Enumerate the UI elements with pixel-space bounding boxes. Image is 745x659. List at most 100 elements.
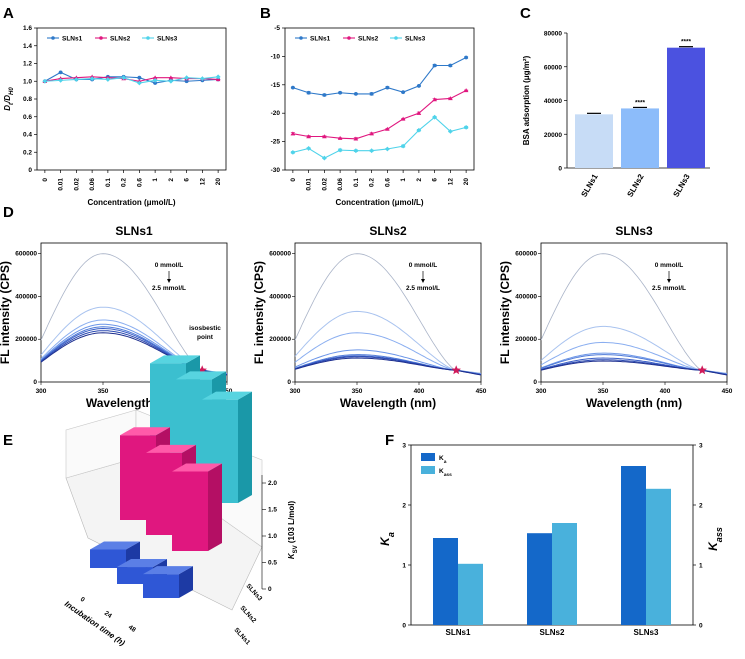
data-point	[152, 75, 158, 80]
bar3d-top	[90, 541, 140, 550]
y-tick-label: 600000	[515, 251, 537, 258]
data-point	[137, 75, 142, 80]
bar-SLNs2	[621, 108, 659, 168]
time-tick-label: 24	[103, 610, 113, 620]
spectrum-title-0: SLNs1	[115, 224, 153, 238]
x-tick-label: 0.06	[89, 178, 96, 191]
x-tick-label: 6	[432, 178, 439, 182]
y-axis-label: FL intensity (CPS)	[252, 261, 266, 364]
y-tick-label: 0.6	[23, 114, 32, 121]
label-part: t	[9, 102, 15, 105]
label-part: ass	[444, 473, 452, 478]
data-point	[168, 78, 174, 84]
series-line-SLNs1	[292, 57, 467, 96]
data-point	[152, 77, 158, 83]
spectrum-curve-5	[540, 357, 728, 375]
x-tick-label: 0.02	[321, 178, 328, 191]
data-point	[369, 148, 375, 154]
plot-frame	[294, 242, 482, 383]
bar3d-side	[208, 463, 222, 551]
legend-marker	[394, 36, 398, 40]
spectrum-title-2: SLNs3	[615, 224, 653, 238]
y-tick-label: -30	[271, 167, 281, 174]
data-point	[184, 75, 190, 81]
x-tick-label: 0.2	[121, 178, 128, 187]
data-point	[290, 149, 296, 155]
y-tick-label: -10	[271, 53, 281, 60]
plot-frame-A	[36, 27, 227, 171]
bar3d-front-SLNs1-0	[90, 549, 126, 568]
bar-K_ass-SLNs3	[646, 488, 671, 625]
z-tick-label: 1.0	[268, 533, 277, 540]
data-point	[432, 114, 438, 120]
legend-marker	[99, 36, 103, 40]
x-tick-label: 450	[222, 388, 233, 395]
y-tick-label: 0	[533, 379, 537, 386]
y-tick-label: 200000	[15, 336, 37, 343]
data-point	[322, 93, 327, 97]
x-tick-label: 450	[722, 388, 733, 395]
y-tick-label: 40000	[544, 98, 562, 105]
x-axis-label: Concentration (μmol/L)	[88, 198, 176, 207]
x-tick-label: 350	[598, 388, 609, 395]
series-line-SLNs3	[292, 116, 467, 159]
y-tick-label: 0	[28, 167, 32, 174]
y-tick-label: 1	[402, 563, 406, 570]
x-tick-label: 0.02	[73, 178, 80, 191]
data-point	[73, 77, 79, 82]
spectrum-title-1: SLNs2	[369, 224, 407, 238]
arrow-label-bottom: 2.5 mmol/L	[152, 285, 186, 292]
x-tick-label: 0.01	[306, 178, 313, 191]
bar-SLNs3	[667, 47, 705, 168]
spectrum-curve-2	[294, 332, 482, 375]
data-point	[168, 75, 174, 80]
x-tick-label: SLNs2	[540, 628, 565, 637]
z-tick-label: 0	[268, 586, 272, 593]
label-part: a	[386, 532, 396, 537]
data-point	[42, 78, 48, 84]
data-point	[385, 126, 390, 131]
y-axis-label: Ka	[378, 532, 396, 546]
y-tick-label: 80000	[544, 31, 562, 38]
x-tick-label: 0.01	[58, 178, 65, 191]
data-point	[153, 81, 158, 85]
plot-frame	[540, 242, 728, 383]
x-tick-label: 0.1	[353, 178, 360, 187]
data-point	[432, 63, 437, 68]
label-part: K	[439, 455, 444, 462]
panel-letter-A: A	[3, 5, 14, 22]
arrow-label-bottom: 2.5 mmol/L	[652, 285, 686, 292]
x-tick-label: 0	[42, 178, 49, 182]
data-point	[337, 135, 343, 140]
data-point	[416, 110, 422, 115]
time-axis-label: Incubation time (h)	[63, 599, 127, 648]
bar3d-top	[117, 559, 167, 568]
legend-label-Kass: Kass	[439, 468, 452, 478]
spectrum-curve-0	[540, 253, 728, 374]
y-tick-label: 1.2	[23, 61, 32, 68]
x-tick-label: 0.2	[369, 178, 376, 187]
bar3d-front-SLNs1-48	[143, 574, 179, 598]
label-part: D	[3, 105, 12, 111]
legend-label-SLNs1: SLNs1	[62, 35, 83, 42]
x-tick-label: SLNs1	[446, 628, 471, 637]
data-point	[105, 77, 111, 82]
label-part: K	[439, 468, 444, 475]
y-axis-label: FL intensity (CPS)	[0, 261, 12, 364]
y-axis-label: Dt/DH0	[3, 87, 15, 111]
group-tick-label: SLNs3	[245, 583, 264, 603]
panel-letter-D: D	[3, 204, 14, 221]
data-point	[400, 116, 406, 121]
series-line-SLNs3	[44, 76, 219, 84]
data-point	[136, 80, 142, 86]
data-point	[184, 79, 189, 84]
x-tick-label: 450	[476, 388, 487, 395]
isosbestic-label: point	[197, 334, 214, 341]
legend-label-SLNs2: SLNs2	[110, 35, 131, 42]
bar3d-side	[179, 566, 193, 598]
x-tick-label: 0.6	[384, 178, 391, 187]
y-tick-label: 3	[402, 443, 406, 450]
data-point	[401, 90, 406, 95]
legend-label-Ka: Ka	[439, 455, 447, 465]
label-part: K	[287, 552, 296, 559]
